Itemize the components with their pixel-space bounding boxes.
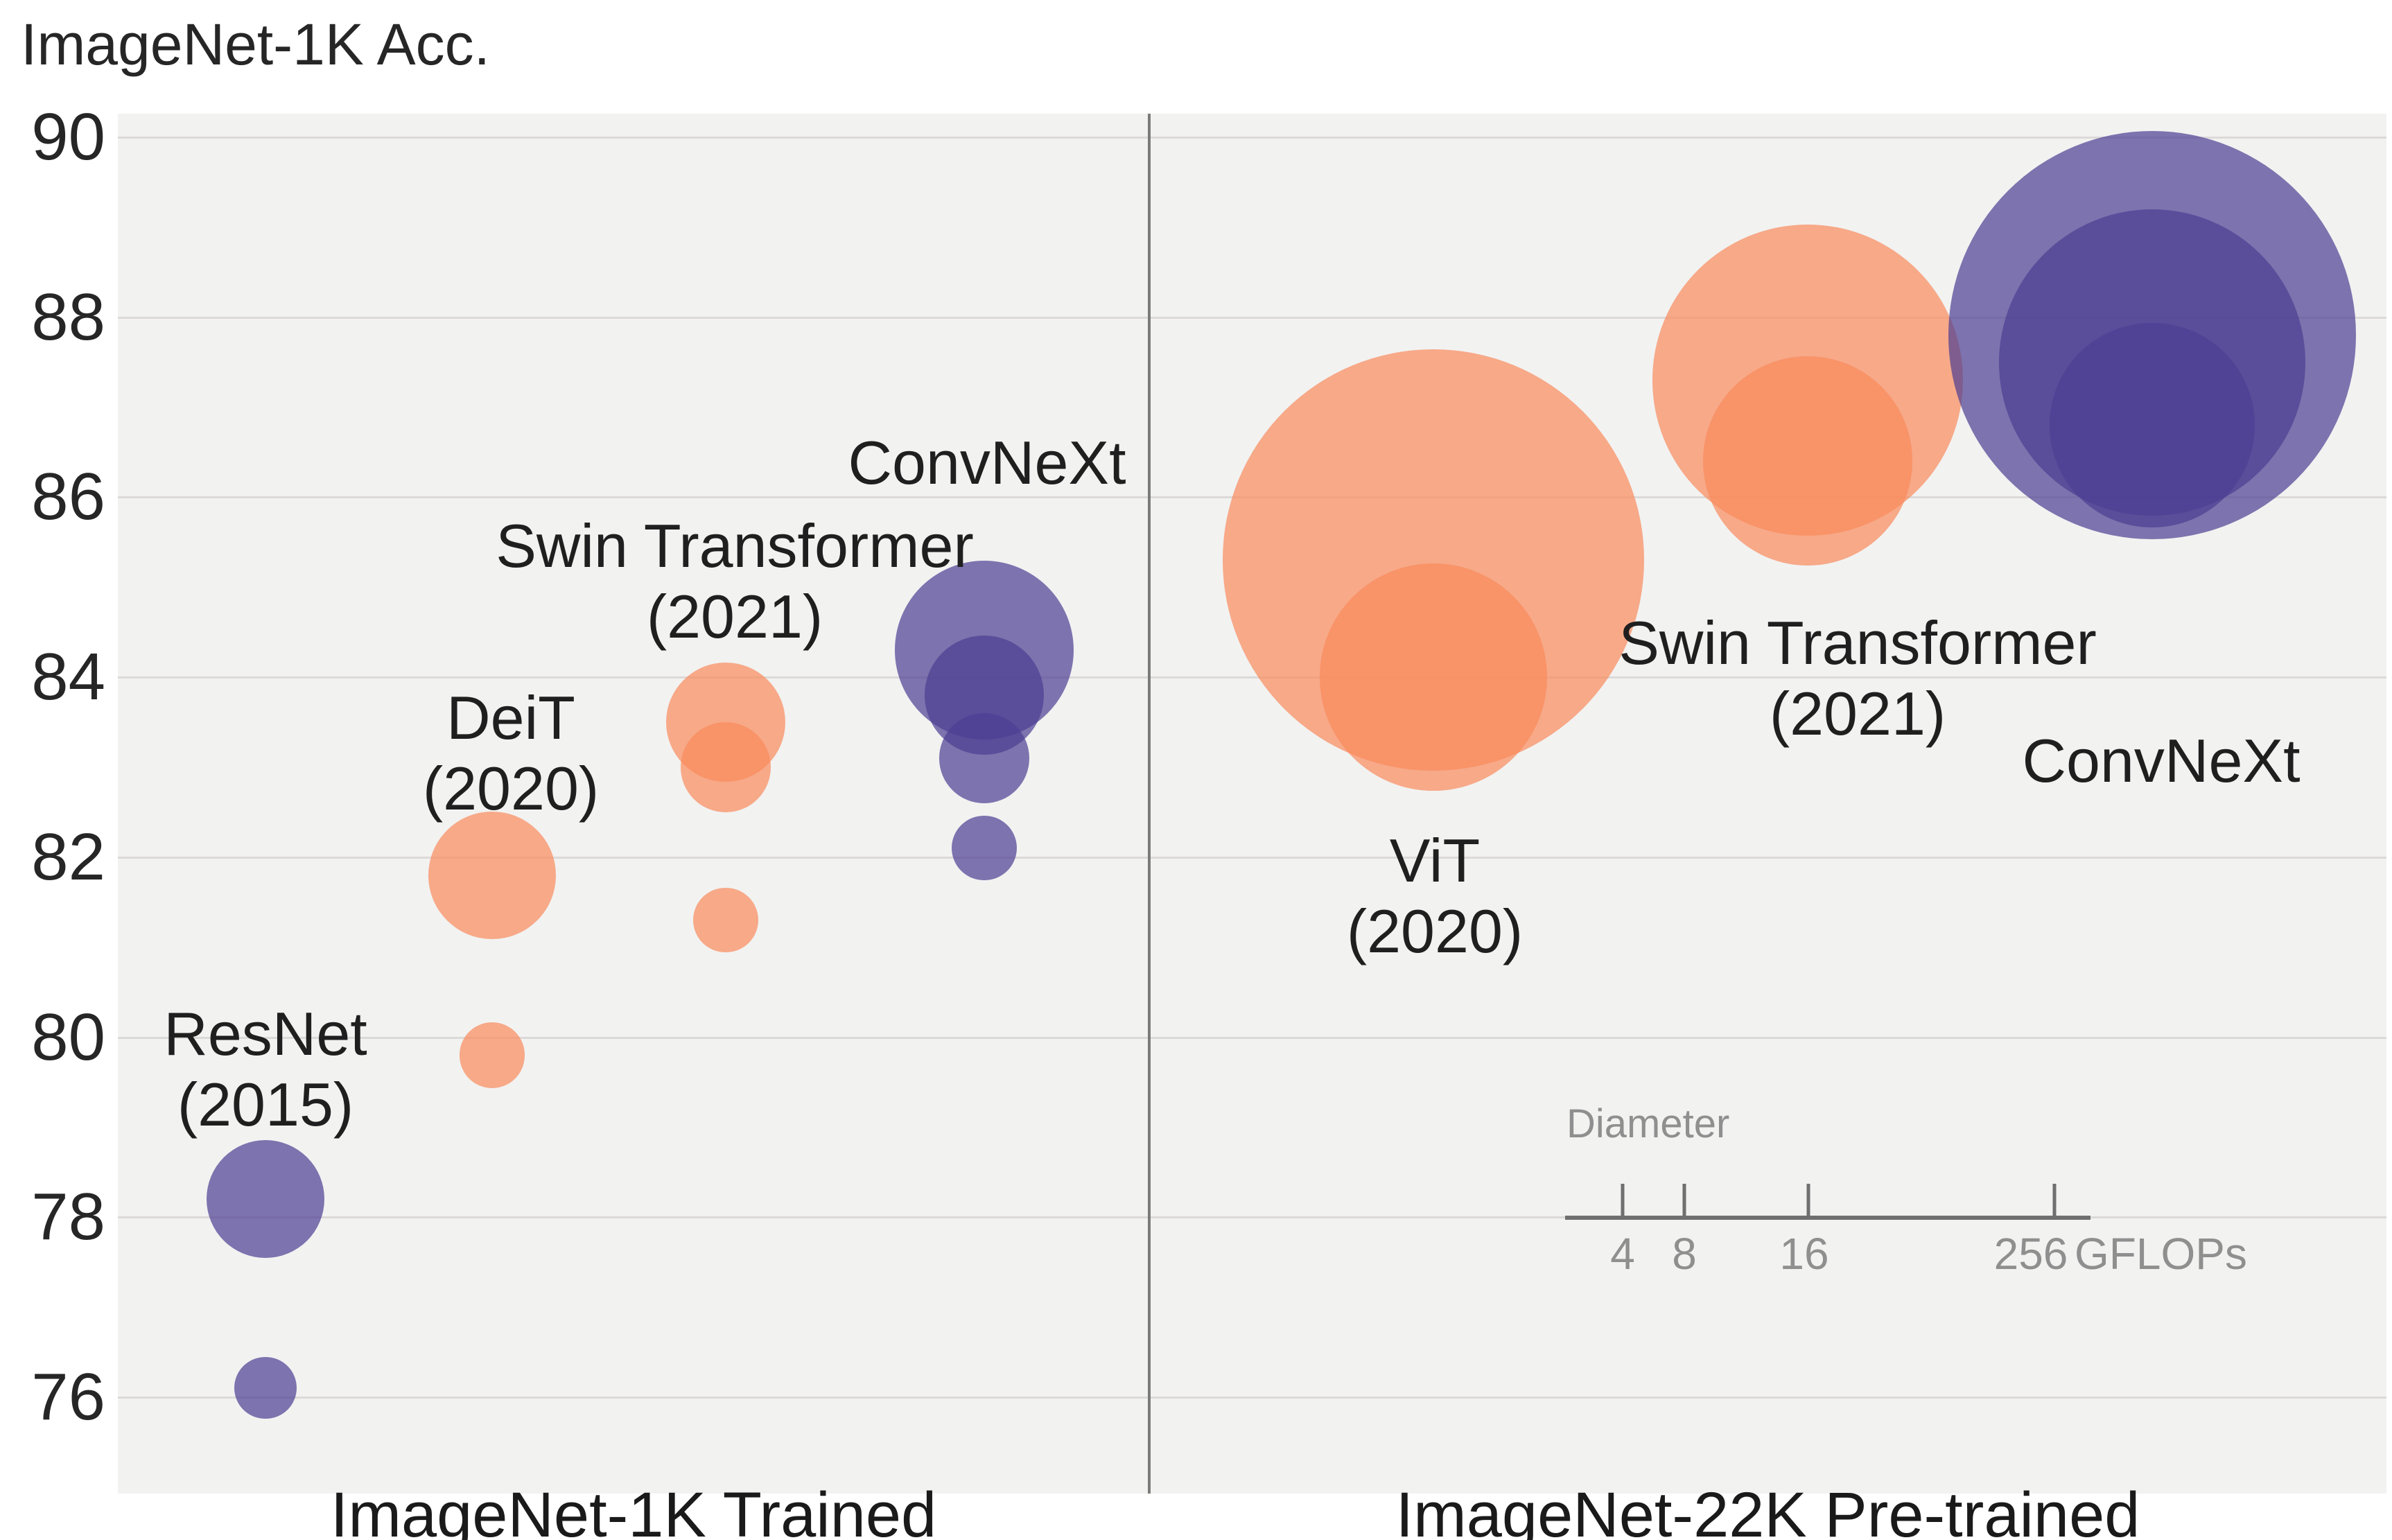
plot-area: ResNet (2015) DeiT (2020) Swin Transformer (2…: [118, 114, 2386, 1494]
size-legend-title: Diameter: [1566, 1101, 1730, 1146]
gridline-88: [118, 316, 2386, 319]
bubble-convnext1k-acc-83.1: [939, 713, 1029, 803]
annotation-swin22k: Swin Transformer (2021): [1618, 608, 2097, 749]
bubble-deit-acc-81.8: [428, 811, 557, 939]
annotation-line: ConvNeXt: [848, 428, 1126, 497]
bubble-vit-acc-84: [1320, 563, 1547, 791]
annotation-line: (2020): [422, 754, 600, 823]
annotation-line: ResNet: [164, 999, 367, 1068]
bubble-swin1k-acc-81.3: [693, 888, 758, 953]
chart-title: ImageNet-1K Acc.: [21, 12, 490, 77]
annotation-convnext1k: ConvNeXt: [848, 428, 1126, 498]
size-legend-tick-label-16: 16: [1779, 1229, 1829, 1279]
panel-label-imagenet-1k-trained: ImageNet-1K Trained: [330, 1480, 937, 1540]
y-tick-label-82: 82: [31, 819, 105, 894]
y-tick-label-84: 84: [31, 640, 105, 715]
gridline-90: [118, 137, 2386, 139]
gridline-80: [118, 1036, 2386, 1039]
bubble-swin22k-acc-86.4: [1703, 356, 1912, 566]
size-legend-unit-label: GFLOPs: [2075, 1229, 2247, 1279]
annotation-line: ConvNeXt: [2022, 726, 2301, 795]
size-legend: Diameter 4 8 16 256 GFLOPs: [1565, 1101, 2247, 1279]
size-legend-tick-256: [2052, 1184, 2057, 1216]
gridline-78: [118, 1216, 2386, 1219]
bubble-deit-acc-79.8: [459, 1022, 525, 1088]
bubble-convnext22k-acc-86.8: [2050, 322, 2255, 528]
y-tick-label-78: 78: [31, 1180, 105, 1254]
size-legend-tick-16: [1806, 1184, 1810, 1216]
annotation-line: Swin Transformer: [1618, 609, 2097, 677]
annotation-line: (2015): [177, 1070, 354, 1139]
size-legend-tick-label-8: 8: [1672, 1229, 1697, 1279]
annotation-line: DeiT: [446, 683, 575, 752]
y-tick-label-90: 90: [31, 100, 105, 174]
gridline-82: [118, 856, 2386, 859]
y-tick-label-86: 86: [31, 460, 105, 534]
annotation-line: ViT: [1389, 826, 1481, 895]
panel-label-imagenet-22k-pretrained: ImageNet-22K Pre-trained: [1395, 1480, 2140, 1540]
panel-divider-line: [1148, 114, 1151, 1494]
annotation-line: (2021): [1769, 679, 1946, 748]
size-legend-tick-4: [1621, 1184, 1625, 1216]
y-tick-label-88: 88: [31, 279, 105, 354]
y-tick-label-80: 80: [31, 999, 105, 1074]
annotation-line: (2020): [1346, 897, 1524, 965]
annotation-line: (2021): [646, 582, 823, 651]
gridline-76: [118, 1396, 2386, 1399]
size-legend-tick-label-256: 256: [1993, 1229, 2068, 1279]
size-legend-baseline: [1565, 1216, 2090, 1220]
gridline-84: [118, 676, 2386, 679]
annotation-convnext22k: ConvNeXt: [2022, 726, 2300, 796]
annotation-line: Swin Transformer: [496, 511, 974, 580]
annotation-resnet: ResNet (2015): [164, 999, 367, 1140]
bubble-convnext1k-acc-82.1: [952, 816, 1017, 881]
bubble-resnet-acc-78.2: [206, 1140, 325, 1259]
size-legend-tick-label-4: 4: [1610, 1229, 1635, 1279]
bubble-swin1k-acc-83: [681, 722, 771, 812]
annotation-vit: ViT (2020): [1347, 825, 1523, 967]
bubble-resnet-acc-76.1: [234, 1357, 297, 1419]
annotation-swin1k: Swin Transformer (2021): [496, 511, 974, 652]
size-legend-tick-8: [1682, 1184, 1686, 1216]
y-tick-label-76: 76: [31, 1359, 105, 1434]
annotation-deit: DeiT (2020): [423, 683, 599, 824]
